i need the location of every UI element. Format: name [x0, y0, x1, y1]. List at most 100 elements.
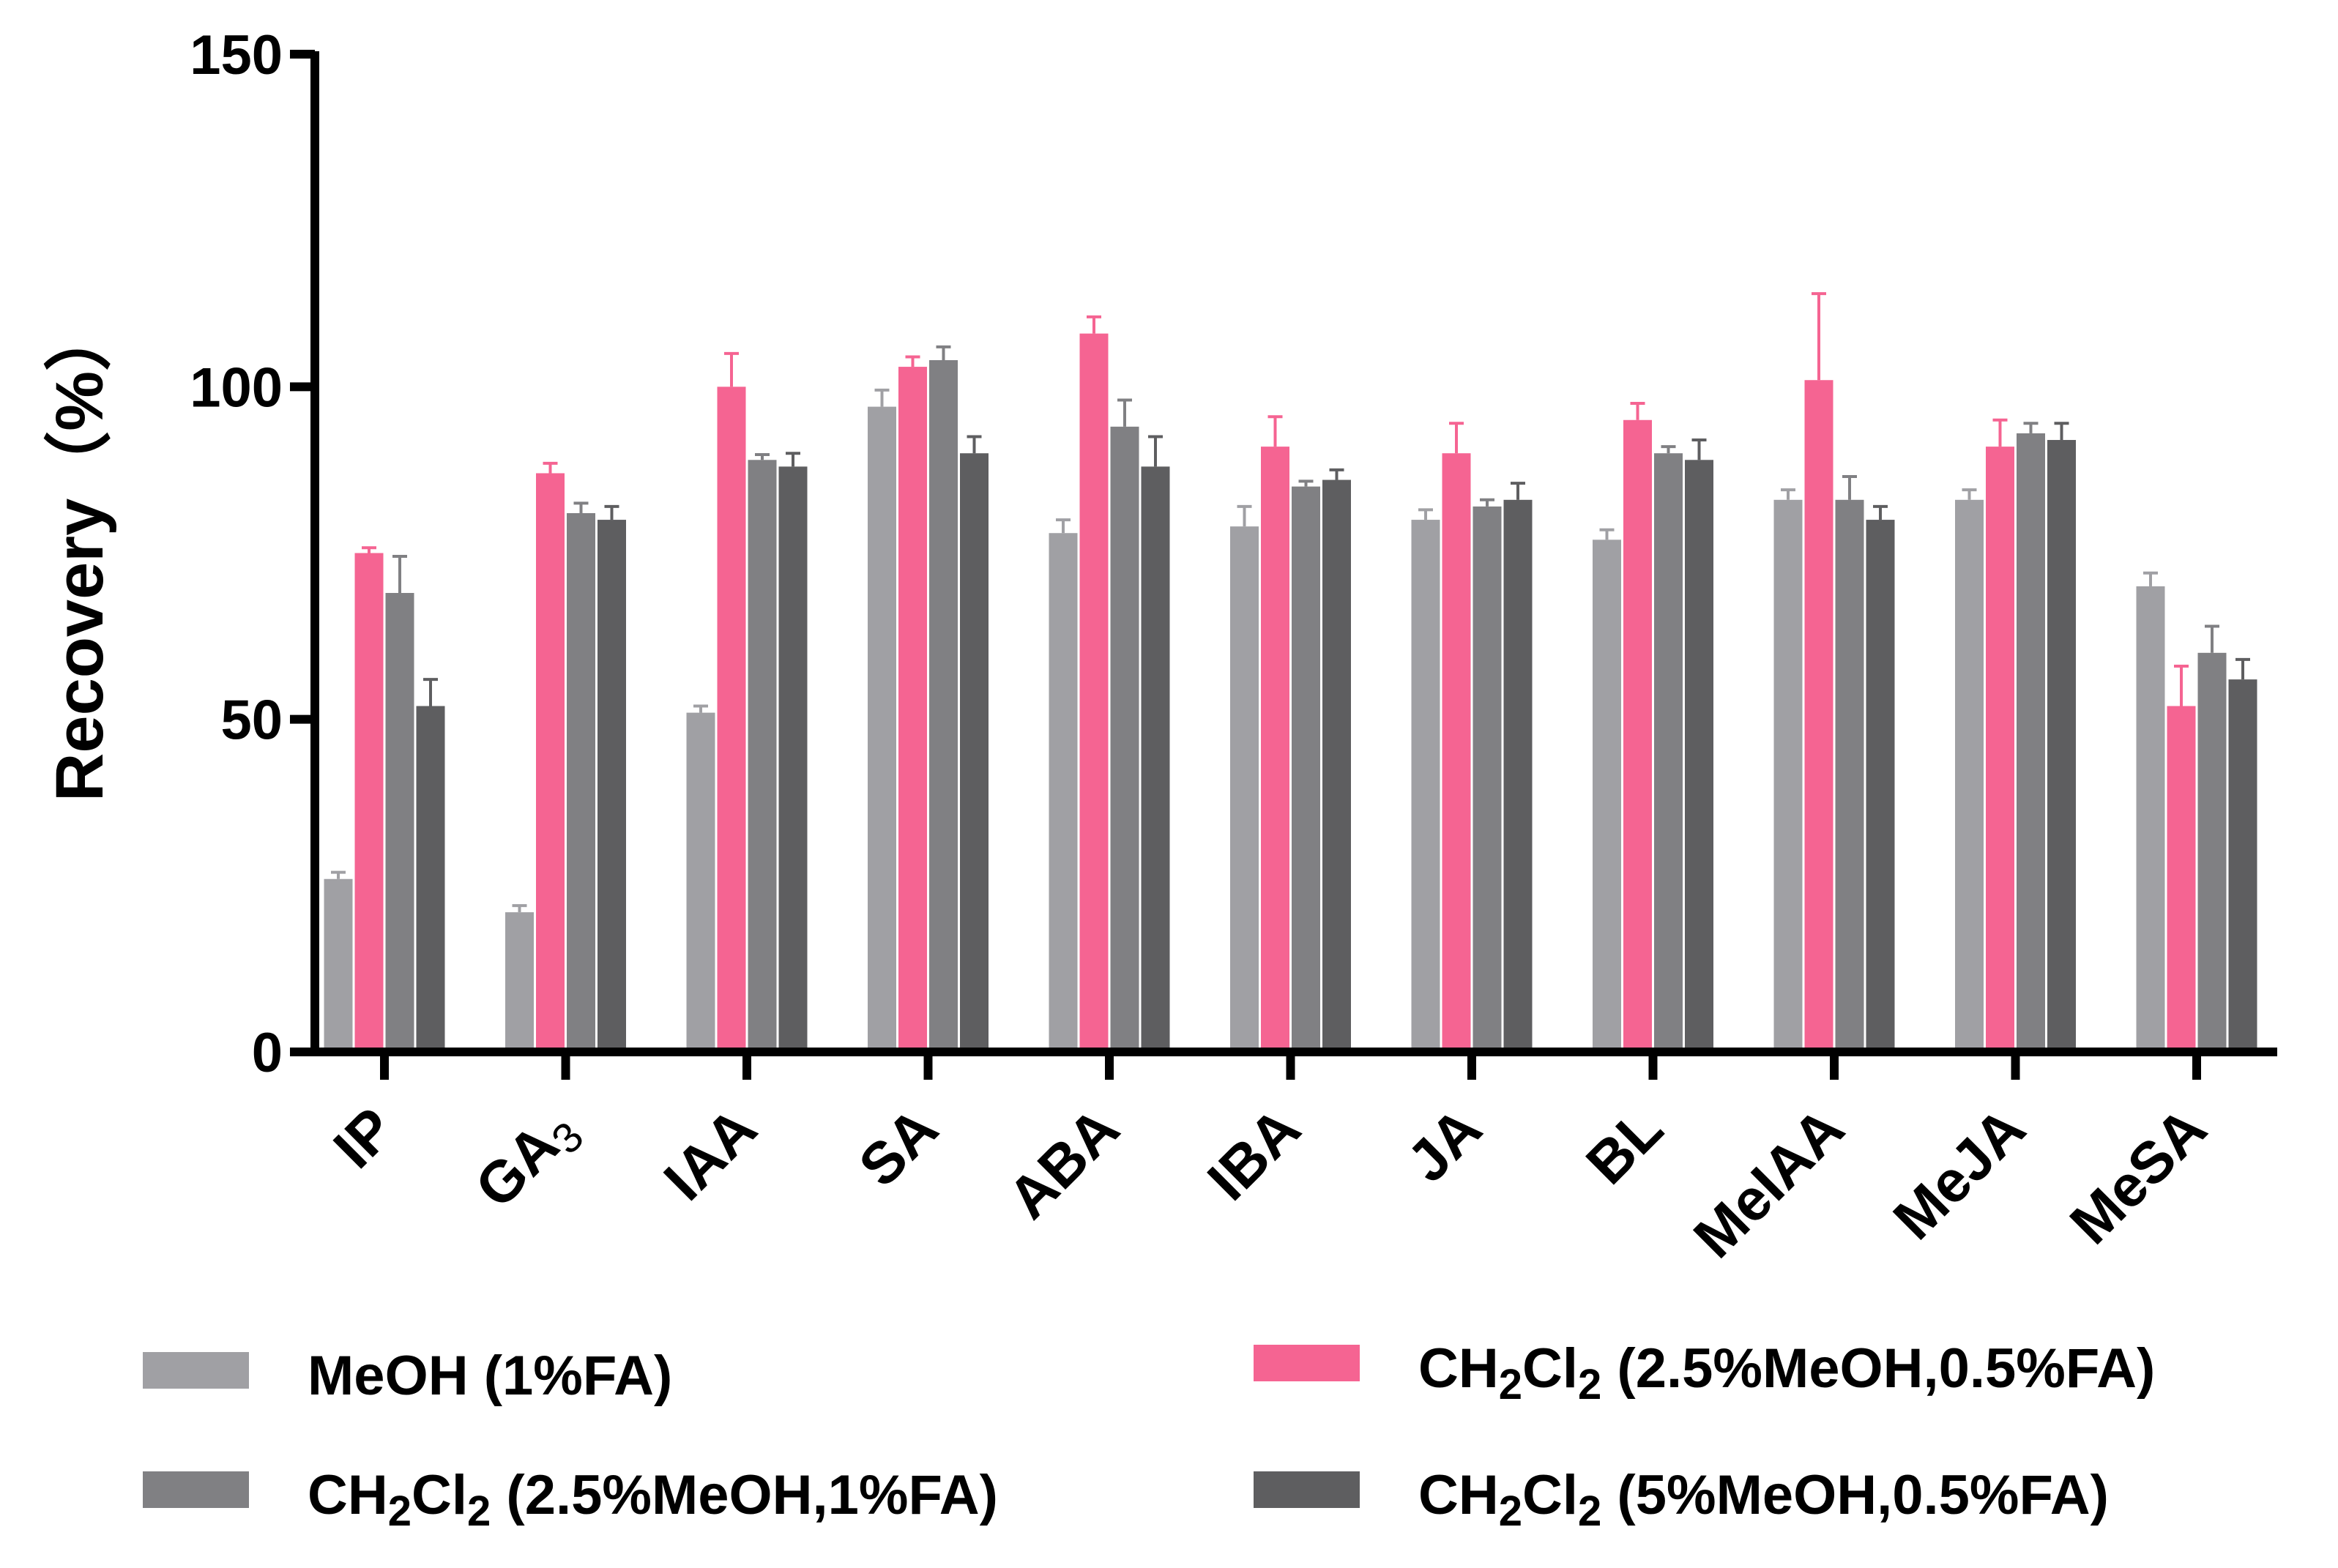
error-bar-s3-c1: [604, 504, 619, 520]
legend-label-1: CH2Cl2 (2.5%MeOH,0.5%FA): [1418, 1337, 2155, 1408]
series-1: [354, 292, 2196, 1052]
bar-s3-c10: [2228, 679, 2257, 1052]
error-bar-s0-c1: [512, 904, 527, 913]
legend-label-3: CH2Cl2 (5%MeOH,0.5%FA): [1418, 1464, 2109, 1535]
bar-s2-c1: [567, 512, 595, 1052]
y-tick-label-3: 150: [190, 24, 283, 86]
bar-s1-c5: [1261, 447, 1289, 1052]
error-bar-s2-c8: [1842, 475, 1857, 500]
error-bar-s0-c7: [1599, 528, 1615, 540]
category-label-1: GA3: [463, 1095, 593, 1225]
series-2: [385, 345, 2227, 1052]
error-bar-s2-c4: [1117, 398, 1132, 427]
error-bar-s3-c6: [1511, 482, 1525, 500]
bar-s0-c9: [1955, 499, 1984, 1052]
bar-s0-c2: [686, 712, 715, 1052]
bar-s2-c5: [1292, 486, 1320, 1052]
bar-s3-c8: [1866, 520, 1895, 1052]
error-bar-s3-c4: [1148, 435, 1163, 467]
error-bar-s3-c10: [2235, 657, 2250, 680]
error-bar-s1-c3: [905, 355, 920, 367]
bar-s1-c2: [717, 387, 746, 1052]
bar-s1-c1: [536, 473, 565, 1052]
error-bar-s1-c1: [543, 461, 558, 474]
legend-swatch-3: [1254, 1471, 1360, 1508]
error-bar-s3-c0: [423, 678, 438, 706]
y-ticks: 0 50 100 150: [190, 24, 315, 1084]
bar-s0-c5: [1230, 526, 1259, 1052]
bar-s1-c7: [1623, 419, 1652, 1052]
y-tick-label-2: 100: [190, 356, 283, 419]
error-bar-s2-c9: [2023, 422, 2039, 433]
bar-s0-c0: [324, 878, 353, 1052]
error-bar-s3-c7: [1691, 438, 1707, 460]
error-bar-s2-c6: [1480, 498, 1494, 507]
series-3: [416, 422, 2257, 1052]
y-tick-label-1: 50: [220, 690, 283, 752]
bar-s3-c0: [416, 706, 445, 1052]
bar-s2-c0: [385, 593, 414, 1052]
bar-s0-c6: [1411, 520, 1440, 1052]
bar-s1-c9: [1986, 447, 2014, 1052]
series-0: [324, 388, 2165, 1052]
error-bar-s0-c8: [1781, 488, 1795, 500]
bar-s1-c10: [2167, 706, 2196, 1052]
error-bar-s0-c10: [2143, 571, 2158, 586]
bar-s3-c6: [1503, 499, 1533, 1052]
legend: MeOH (1%FA) CH2Cl2 (2.5%MeOH,0.5%FA) CH2Cl…: [143, 1337, 2155, 1535]
error-bar-s0-c5: [1237, 504, 1252, 527]
error-bar-s1-c6: [1449, 422, 1464, 454]
bar-s2-c9: [2017, 433, 2045, 1052]
category-label-3: SA: [846, 1095, 950, 1199]
legend-label-0: MeOH (1%FA): [308, 1345, 672, 1407]
bar-s1-c4: [1079, 333, 1109, 1052]
bar-s3-c2: [778, 466, 808, 1052]
category-label-2: IAA: [652, 1095, 769, 1212]
error-bar-s1-c2: [724, 351, 739, 387]
bar-s2-c6: [1473, 506, 1502, 1052]
legend-swatch-2: [143, 1471, 249, 1508]
error-bar-s1-c10: [2174, 664, 2189, 706]
legend-item-1: CH2Cl2 (2.5%MeOH,0.5%FA): [1254, 1337, 2155, 1408]
error-bar-s2-c10: [2205, 624, 2219, 653]
bar-s0-c7: [1593, 540, 1621, 1052]
bar-s0-c3: [868, 406, 896, 1052]
error-bar-s0-c6: [1418, 508, 1433, 520]
y-tick-label-0: 0: [252, 1022, 283, 1084]
bar-s3-c4: [1141, 466, 1170, 1052]
error-bar-s1-c5: [1267, 415, 1283, 447]
bar-s0-c10: [2136, 586, 2165, 1052]
error-bar-s1-c8: [1812, 292, 1826, 381]
bar-s2-c2: [748, 460, 777, 1052]
bar-s2-c4: [1110, 426, 1139, 1052]
error-bar-s3-c3: [967, 435, 982, 454]
category-label-5: IBA: [1195, 1095, 1312, 1212]
error-bar-s3-c8: [1873, 504, 1888, 520]
category-label-9: MeJA: [1881, 1095, 2038, 1252]
error-bar-s2-c0: [392, 555, 407, 594]
error-bar-s1-c0: [362, 546, 376, 553]
bar-s0-c4: [1049, 533, 1078, 1052]
bar-s2-c10: [2197, 652, 2227, 1052]
category-label-4: ABA: [996, 1095, 1131, 1231]
error-bar-s0-c9: [1962, 488, 1977, 500]
error-bar-s0-c4: [1056, 518, 1071, 534]
error-bar-s2-c2: [755, 453, 770, 460]
error-bar-s1-c4: [1087, 315, 1101, 334]
legend-swatch-0: [143, 1352, 249, 1389]
legend-item-3: CH2Cl2 (5%MeOH,0.5%FA): [1254, 1464, 2109, 1535]
bar-s1-c0: [354, 553, 384, 1052]
bar-s3-c9: [2047, 440, 2076, 1052]
category-label-8: MeIAA: [1681, 1095, 1856, 1270]
bar-s0-c8: [1773, 499, 1803, 1052]
bar-s1-c3: [898, 367, 927, 1052]
bar-s3-c3: [960, 453, 989, 1052]
error-bar-s3-c5: [1329, 468, 1344, 480]
error-bar-s2-c7: [1661, 445, 1676, 454]
error-bar-s0-c2: [693, 704, 708, 713]
category-label-6: JA: [1395, 1095, 1494, 1194]
error-bar-s3-c2: [786, 452, 800, 467]
legend-swatch-1: [1254, 1345, 1360, 1381]
bar-s1-c8: [1804, 380, 1833, 1052]
